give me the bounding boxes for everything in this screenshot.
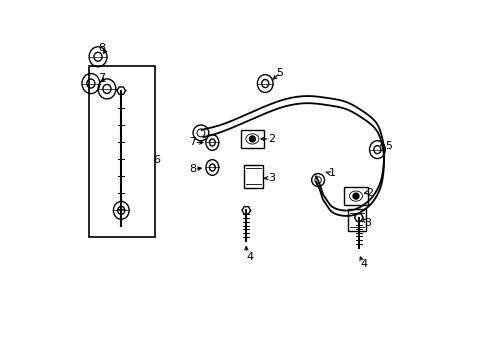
Text: 4: 4 (246, 252, 253, 262)
Text: 3: 3 (267, 173, 274, 183)
Text: 8: 8 (189, 164, 196, 174)
Bar (344, 187, 367, 205)
Text: 1: 1 (328, 168, 335, 178)
Text: 4: 4 (360, 259, 367, 269)
Bar (348, 209, 365, 231)
Text: 6: 6 (153, 156, 160, 165)
Bar (244, 165, 262, 188)
Text: 5: 5 (276, 68, 283, 78)
Text: 8: 8 (98, 43, 105, 53)
Circle shape (249, 136, 255, 142)
Text: 3: 3 (364, 218, 370, 228)
Circle shape (352, 193, 358, 199)
Bar (89, 66, 155, 237)
Text: 2: 2 (365, 188, 372, 198)
Text: 2: 2 (267, 134, 274, 144)
Bar (240, 130, 264, 148)
Text: 7: 7 (189, 138, 196, 148)
Text: 5: 5 (385, 141, 392, 151)
Text: 7: 7 (98, 73, 105, 83)
